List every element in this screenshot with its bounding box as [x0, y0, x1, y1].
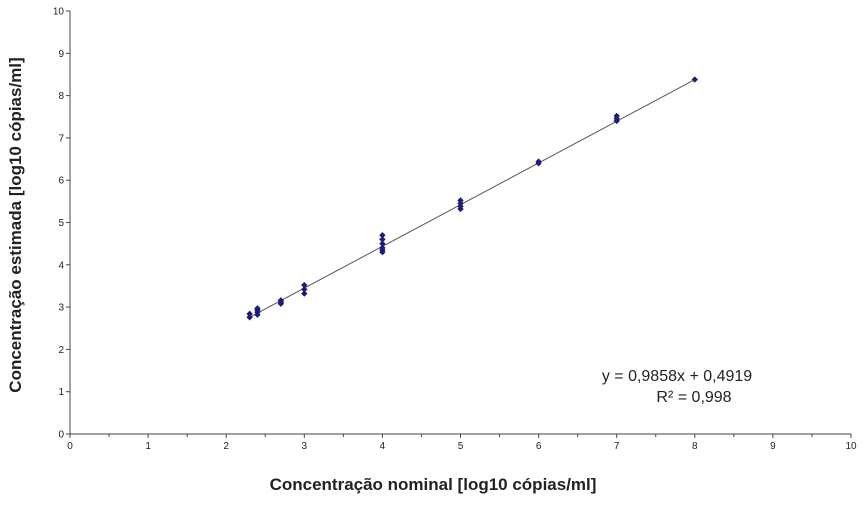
y-tick-label: 1 — [58, 387, 64, 398]
x-tick-label: 0 — [67, 441, 73, 452]
x-tick-label: 2 — [223, 441, 229, 452]
data-point — [301, 290, 308, 297]
data-point — [613, 112, 620, 120]
r-squared-label: R² = 0,998 — [656, 389, 731, 406]
data-point — [379, 231, 386, 239]
x-tick-label: 8 — [692, 441, 698, 452]
trendline-equation: y = 0,9858x + 0,4919 — [602, 368, 752, 385]
x-tick-labels: 0 1 2 3 4 5 6 7 8 9 10 — [67, 441, 857, 452]
trendline — [249, 79, 696, 318]
x-axis-title: Concentração nominal [log10 cópias/ml] — [270, 475, 597, 494]
x-tick-label: 3 — [302, 441, 308, 452]
data-point — [379, 240, 386, 247]
data-point — [301, 281, 308, 289]
data-point — [246, 314, 253, 321]
data-point — [379, 236, 386, 243]
y-tick-label: 10 — [53, 7, 65, 18]
y-tick-label: 9 — [58, 49, 64, 60]
data-point — [301, 286, 308, 293]
data-point — [457, 197, 464, 204]
y-tick-label: 2 — [58, 345, 64, 356]
x-tick-label: 1 — [145, 441, 151, 452]
x-tick-label: 9 — [770, 441, 776, 452]
data-point — [535, 158, 542, 165]
x-tick-label: 7 — [614, 441, 620, 452]
x-tick-label: 5 — [458, 441, 464, 452]
y-tick-label: 0 — [58, 430, 64, 441]
data-point — [246, 310, 253, 318]
y-axis-title: Concentração estimada [log10 cópias/ml] — [6, 57, 25, 392]
x-tick-label: 4 — [380, 441, 386, 452]
y-tick-labels: 0 1 2 3 4 5 6 7 8 9 10 — [53, 7, 65, 441]
trendline-layer — [249, 79, 696, 318]
y-tick-label: 6 — [58, 176, 64, 187]
data-points — [246, 76, 698, 321]
data-point — [277, 297, 285, 304]
y-tick-label: 5 — [58, 218, 64, 229]
data-point — [254, 305, 261, 312]
y-tick-label: 8 — [58, 91, 64, 102]
data-point — [379, 244, 386, 252]
y-tick-label: 4 — [58, 260, 64, 271]
y-tick-label: 7 — [58, 133, 64, 144]
y-tick-label: 3 — [58, 303, 64, 314]
axes — [66, 10, 852, 438]
data-point — [691, 76, 698, 83]
x-tick-label: 6 — [536, 441, 542, 452]
x-tick-label: 10 — [845, 441, 857, 452]
